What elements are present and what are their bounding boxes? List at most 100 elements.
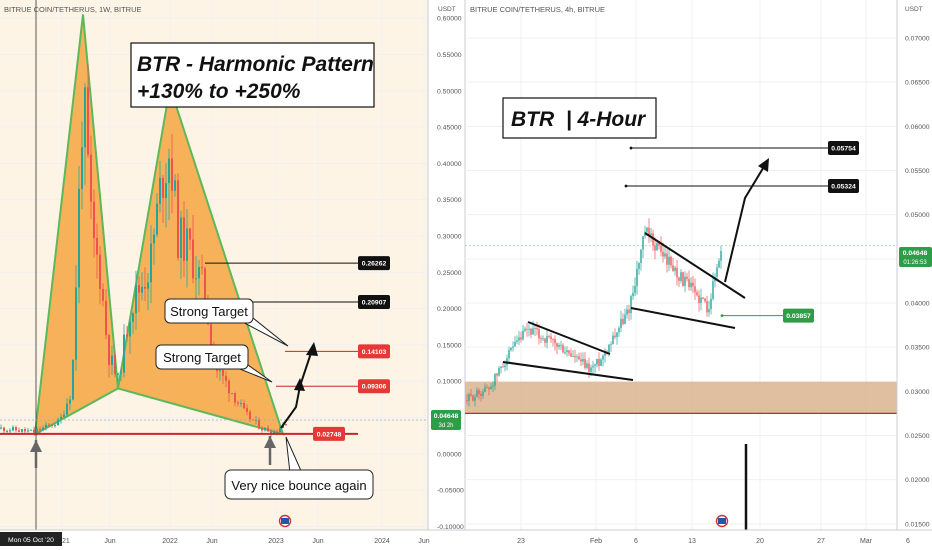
- 4h-candle-body: [696, 292, 698, 296]
- weekly-candle-body: [138, 285, 140, 293]
- projection-arrowhead-2: [306, 342, 318, 356]
- weekly-candle-body: [159, 177, 161, 204]
- left-y-tick-label: 0.45000: [437, 125, 462, 132]
- weekly-candle-body: [12, 427, 14, 431]
- 4h-candle-body: [502, 366, 504, 368]
- weekly-candle-body: [90, 154, 92, 202]
- 4h-candle-body: [636, 268, 638, 286]
- right-x-tick-label: 13: [688, 538, 696, 545]
- left-y-tick-label: 0.20000: [437, 306, 462, 313]
- 4h-candle-body: [496, 373, 498, 376]
- 4h-candle-body: [556, 343, 558, 347]
- 4h-candle-body: [498, 367, 500, 376]
- left-current-price-box: [431, 410, 461, 430]
- 4h-candle-body: [596, 359, 598, 365]
- 4h-candle-body: [618, 327, 620, 333]
- 4h-candle-body: [474, 397, 476, 401]
- 4h-candle-body: [588, 363, 590, 372]
- right-y-ticks: 0.070000.065000.060000.055000.050000.045…: [905, 35, 930, 528]
- weekly-candle-body: [57, 419, 59, 426]
- right-level-anchor: [624, 184, 628, 188]
- 4h-candle-body: [648, 227, 650, 236]
- 4h-candle-body: [610, 344, 612, 345]
- callout-strong-target-2: Strong Target: [155, 344, 273, 383]
- weekly-candle-body: [9, 430, 11, 432]
- weekly-candle-body: [3, 427, 5, 432]
- right-candles: [466, 218, 722, 407]
- left-y-tick-label: 0.10000: [437, 379, 462, 386]
- weekly-candle-body: [75, 287, 77, 360]
- weekly-candle-body: [234, 393, 236, 403]
- weekly-candle-body: [201, 267, 203, 269]
- right-y-tick-label: 0.03500: [905, 345, 930, 352]
- right-symbol-header: BITRUE COIN/TETHERUS, 4h, BITRUE: [470, 5, 605, 14]
- 4h-candle-body: [694, 286, 696, 293]
- 4h-candle-body: [702, 297, 704, 299]
- 4h-candle-body: [512, 346, 514, 348]
- 4h-candle-body: [576, 356, 578, 358]
- 4h-candle-body: [690, 282, 692, 288]
- weekly-candle-body: [81, 147, 83, 189]
- right-plot-background: [465, 0, 897, 530]
- 4h-candle-body: [654, 245, 656, 251]
- weekly-candle-body: [267, 427, 269, 432]
- projection-arrow-2: [299, 349, 313, 387]
- weekly-candle-body: [228, 380, 230, 394]
- weekly-candle-body: [183, 217, 185, 261]
- weekly-candle-body: [96, 238, 98, 255]
- right-current-price-tag: 0.04648 01:26:53: [899, 247, 932, 267]
- weekly-candle-body: [276, 431, 278, 433]
- 4h-candle-body: [470, 394, 472, 396]
- right-level-label-text: 0.05324: [831, 184, 856, 191]
- weekly-candle-body: [45, 424, 47, 428]
- 4h-candle-body: [538, 329, 540, 339]
- left-title-box: BTR - Harmonic Pattern +130% to +250%: [130, 42, 375, 108]
- 4h-candle-body: [672, 265, 674, 271]
- 4h-candle-body: [708, 309, 710, 313]
- left-y-tick-label: 0.00000: [437, 451, 462, 458]
- weekly-candle-body: [51, 424, 53, 426]
- 4h-candle-body: [542, 338, 544, 340]
- weekly-candle-body: [60, 416, 62, 420]
- weekly-candle-body: [120, 372, 122, 374]
- right-level-label-box: [828, 141, 859, 156]
- 4h-candle-body: [688, 279, 690, 288]
- weekly-candle-body: [0, 427, 2, 429]
- weekly-candle-body: [177, 180, 179, 258]
- weekly-candle-body: [27, 430, 29, 432]
- crosshair-date-label: Mon 05 Oct '20: [8, 537, 54, 544]
- weekly-candle-body: [237, 402, 239, 404]
- 4h-candle-body: [630, 296, 632, 314]
- right-current-countdown: 01:26:53: [903, 260, 927, 266]
- weekly-candle-body: [54, 425, 56, 427]
- weekly-candle-body: [210, 324, 212, 348]
- right-title-box: BTR | 4-Hour: [502, 97, 657, 139]
- 4h-candle-body: [692, 282, 694, 287]
- right-x-ticks: 23 Feb 6 13 20 27 Mar 6: [517, 538, 910, 545]
- weekly-candle-body: [21, 429, 23, 432]
- 4h-candle-body: [510, 347, 512, 351]
- weekly-candle-body: [225, 375, 227, 381]
- left-x-tick-label: Jun: [206, 538, 217, 545]
- 4h-candle-body: [528, 328, 530, 330]
- 4h-candle-body: [682, 272, 684, 286]
- 4h-candle-body: [582, 359, 584, 362]
- weekly-candle-body: [285, 424, 287, 426]
- weekly-candle-body: [117, 373, 119, 375]
- 4h-candle-body: [656, 242, 658, 251]
- 4h-candle-body: [508, 350, 510, 359]
- 4h-candle-body: [670, 256, 672, 266]
- 4h-candle-body: [530, 328, 532, 335]
- left-symbol-header: BITRUE COIN/TETHERUS, 1W, BITRUE: [4, 5, 142, 14]
- right-arrow-path: [724, 164, 766, 283]
- callout-text-bounce: Very nice bounce again: [231, 478, 366, 493]
- right-x-tick-label: Mar: [860, 538, 873, 545]
- right-level-anchor: [720, 314, 724, 318]
- 4h-candle-body: [520, 337, 522, 340]
- 4h-candle-body: [466, 400, 468, 401]
- left-axis-currency: USDT: [438, 6, 456, 13]
- 4h-candle-body: [580, 359, 582, 362]
- 4h-candle-body: [674, 267, 676, 271]
- left-price-axis: USDT 0.60000 0.55000 0.50000 0.45000 0.40000…: [427, 0, 465, 550]
